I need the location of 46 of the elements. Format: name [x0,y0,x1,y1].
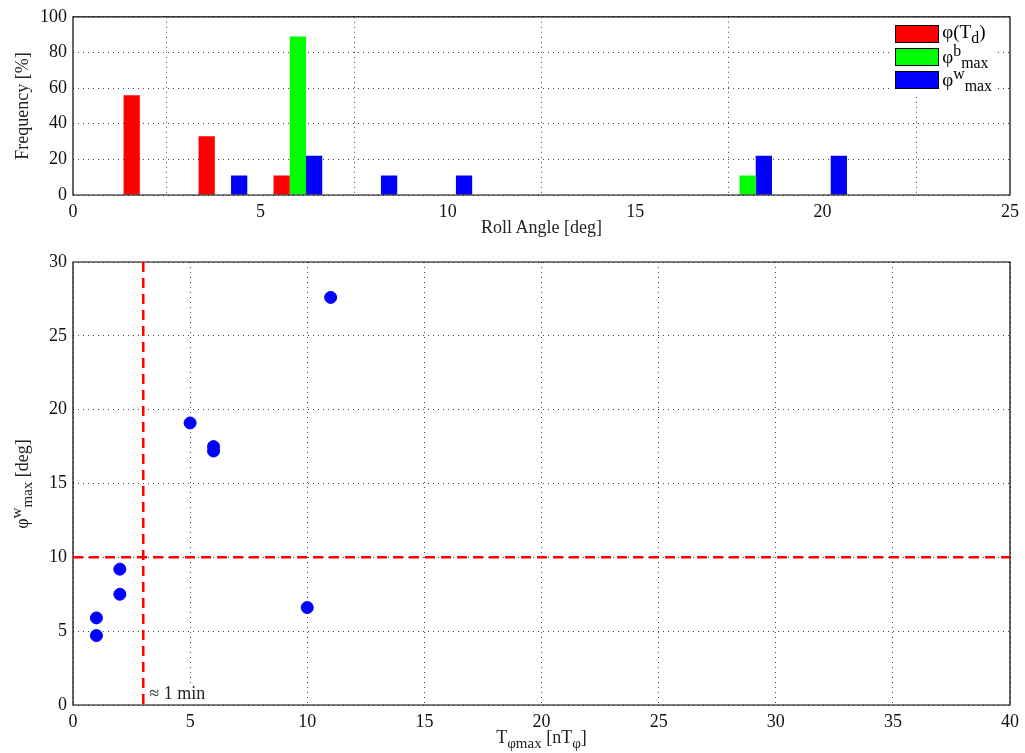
y-tick-label: 80 [49,41,67,62]
x-tick-label: 40 [1001,710,1019,731]
x-tick-label: 5 [185,710,195,731]
point [89,611,103,625]
y-tick-label: 60 [49,76,67,97]
y-tick-label: 100 [40,5,67,26]
bar [830,155,847,195]
point [300,601,314,615]
x-tick-label: 15 [626,200,645,221]
x-tick-label: 25 [649,710,668,731]
point [324,290,338,304]
y-tick-label: 20 [49,398,67,419]
y-tick-label: 40 [49,112,67,133]
bar [231,175,248,195]
bar [755,155,772,195]
bar [380,175,398,195]
x-tick-label: 30 [766,710,785,731]
y-tick-label: 5 [58,619,67,640]
y-tick-label: 15 [49,472,67,493]
point [89,629,103,643]
point [113,587,127,601]
x-tick-label: 10 [298,710,317,731]
x-tick-label: 20 [813,200,832,221]
bar [455,175,473,195]
point [183,416,197,430]
y-tick-label: 0 [58,693,67,714]
y-axis-title: Frequency [%] [11,52,33,160]
x-tick-label: 5 [255,200,265,221]
bar [123,95,140,195]
y-tick-label: 30 [49,250,67,271]
point [113,562,127,576]
bar [306,155,323,195]
x-tick-label: 10 [438,200,457,221]
x-tick-label: 25 [1001,200,1019,221]
x-tick-label: 35 [883,710,902,731]
bar [198,136,215,195]
x-axis-title: Roll Angle [deg] [481,217,602,237]
y-tick-label: 25 [49,324,67,345]
y-tick-label: 10 [49,546,67,567]
bar [739,175,756,195]
bar [289,36,306,195]
bar [273,175,290,195]
ref-line-label: ≈ 1 min [149,682,206,703]
y-tick-label: 0 [58,183,67,204]
y-tick-label: 20 [49,148,67,169]
x-tick-label: 15 [415,710,434,731]
